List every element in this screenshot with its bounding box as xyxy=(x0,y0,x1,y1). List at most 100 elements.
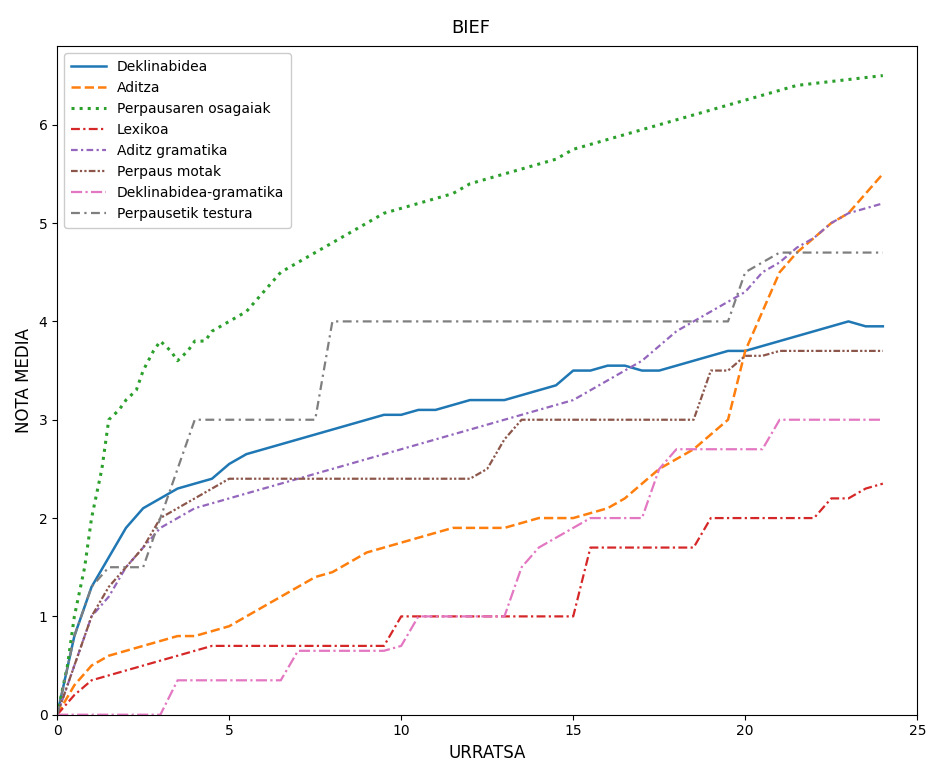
Aditza xyxy=(206,626,217,636)
Lexikoa xyxy=(378,641,390,650)
Aditz gramatika xyxy=(52,710,63,720)
Perpaus motak xyxy=(327,474,338,483)
Perpausetik testura xyxy=(206,415,217,424)
Deklinabidea xyxy=(275,440,286,449)
Line: Perpausetik testura: Perpausetik testura xyxy=(57,253,883,715)
Deklinabidea xyxy=(602,361,614,371)
Aditz gramatika xyxy=(723,297,734,306)
Deklinabidea-gramatika xyxy=(516,563,527,572)
Perpaus motak xyxy=(550,415,562,424)
Lexikoa xyxy=(723,514,734,523)
Perpausaren osagaiak xyxy=(843,75,854,84)
Deklinabidea xyxy=(430,406,441,415)
Perpaus motak xyxy=(344,474,356,483)
Perpausetik testura xyxy=(860,248,871,257)
Deklinabidea xyxy=(310,430,321,439)
Perpausetik testura xyxy=(808,248,820,257)
Lexikoa xyxy=(534,611,545,621)
Deklinabidea xyxy=(499,395,510,405)
Perpausetik testura xyxy=(499,317,510,326)
Text: BIEF: BIEF xyxy=(451,19,490,37)
Aditza xyxy=(447,523,458,532)
Deklinabidea xyxy=(189,479,200,488)
Aditz gramatika xyxy=(206,499,217,508)
Aditza xyxy=(671,455,682,464)
Perpaus motak xyxy=(275,474,286,483)
Aditz gramatika xyxy=(464,425,475,434)
Lexikoa xyxy=(825,493,837,503)
Aditz gramatika xyxy=(757,267,768,277)
Aditz gramatika xyxy=(619,366,630,375)
Y-axis label: NOTA MEDIA: NOTA MEDIA xyxy=(15,328,33,433)
Perpaus motak xyxy=(310,474,321,483)
Aditza xyxy=(499,523,510,532)
Deklinabidea xyxy=(705,351,716,361)
Deklinabidea-gramatika xyxy=(154,710,166,720)
Lexikoa xyxy=(189,646,200,656)
Lexikoa xyxy=(843,493,854,503)
Deklinabidea xyxy=(688,356,699,365)
Lexikoa xyxy=(154,656,166,665)
Deklinabidea xyxy=(327,425,338,434)
Perpausetik testura xyxy=(69,632,80,641)
Deklinabidea xyxy=(413,406,424,415)
Perpausetik testura xyxy=(275,415,286,424)
Aditza xyxy=(310,573,321,582)
Perpausetik testura xyxy=(740,267,751,277)
Aditza xyxy=(464,523,475,532)
Aditz gramatika xyxy=(104,592,115,601)
Perpausetik testura xyxy=(774,248,786,257)
Perpausaren osagaiak xyxy=(52,710,63,720)
Lexikoa xyxy=(877,479,888,488)
Lexikoa xyxy=(137,661,149,671)
Deklinabidea xyxy=(584,366,596,375)
Deklinabidea xyxy=(104,552,115,562)
Deklinabidea xyxy=(120,523,132,532)
Perpausetik testura xyxy=(464,317,475,326)
Deklinabidea-gramatika xyxy=(757,444,768,454)
Aditz gramatika xyxy=(395,444,407,454)
Perpaus motak xyxy=(740,351,751,361)
Aditz gramatika xyxy=(241,489,252,498)
Deklinabidea-gramatika xyxy=(258,676,269,685)
Aditza xyxy=(120,646,132,656)
Aditz gramatika xyxy=(310,469,321,479)
Lexikoa xyxy=(206,641,217,650)
Deklinabidea-gramatika xyxy=(791,415,803,424)
Perpausetik testura xyxy=(241,415,252,424)
Deklinabidea xyxy=(447,400,458,409)
Perpaus motak xyxy=(189,493,200,503)
Aditz gramatika xyxy=(69,661,80,671)
Lexikoa xyxy=(430,611,441,621)
Perpausetik testura xyxy=(671,317,682,326)
Deklinabidea xyxy=(395,410,407,420)
Deklinabidea xyxy=(344,420,356,430)
Deklinabidea-gramatika xyxy=(550,533,562,542)
Aditza xyxy=(86,661,97,671)
Deklinabidea xyxy=(550,381,562,390)
Perpaus motak xyxy=(791,347,803,356)
Deklinabidea xyxy=(154,493,166,503)
Perpaus motak xyxy=(499,435,510,444)
Aditza xyxy=(378,543,390,552)
Lexikoa xyxy=(447,611,458,621)
Lexikoa xyxy=(567,611,579,621)
Lexikoa xyxy=(172,651,183,660)
Perpausaren osagaiak xyxy=(619,130,630,139)
Aditza xyxy=(550,514,562,523)
Aditza xyxy=(602,503,614,513)
Aditz gramatika xyxy=(344,459,356,469)
Aditza xyxy=(293,582,304,591)
Deklinabidea xyxy=(206,474,217,483)
Deklinabidea xyxy=(877,322,888,331)
Perpausetik testura xyxy=(224,415,235,424)
Aditza xyxy=(534,514,545,523)
Perpaus motak xyxy=(241,474,252,483)
Aditz gramatika xyxy=(534,406,545,415)
Deklinabidea-gramatika xyxy=(499,611,510,621)
Aditza xyxy=(395,538,407,547)
Aditz gramatika xyxy=(877,199,888,208)
Perpausaren osagaiak xyxy=(877,71,888,80)
X-axis label: URRATSA: URRATSA xyxy=(449,744,526,762)
Aditza xyxy=(860,189,871,198)
